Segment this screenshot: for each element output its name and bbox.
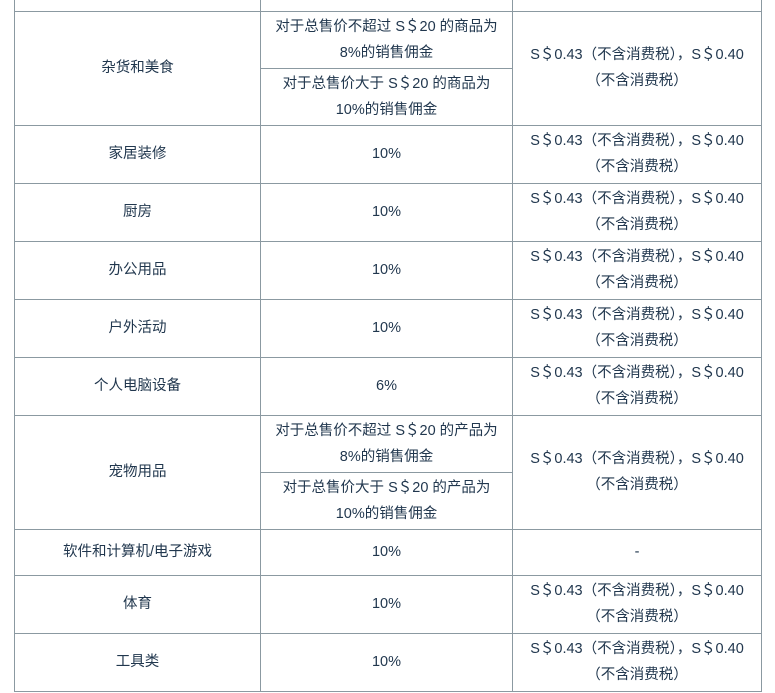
table-row: 体育 10% S＄0.43（不含消费税），S＄0.40 （不含消费税）: [14, 574, 762, 634]
fee-cell: S＄0.43（不含消费税），S＄0.40 （不含消费税）: [512, 356, 762, 416]
category-cell: 宠物用品: [14, 414, 261, 530]
category-cell: 软件和计算机/电子游戏: [14, 528, 261, 576]
category-cell: 户外活动: [14, 298, 261, 358]
fee-cell: S＄0.43（不含消费税），S＄0.40 （不含消费税）: [512, 124, 762, 184]
fee-cell: -: [512, 528, 762, 576]
category-cell: 工具类: [14, 632, 261, 692]
fee-cell: S＄0.43（不含消费税），S＄0.40 （不含消费税）: [512, 240, 762, 300]
commission-tier-cell: 对于总售价不超过 S＄20 的商品为 8%的销售佣金: [260, 10, 513, 69]
commission-cell: [260, 0, 513, 12]
commission-cell: 6%: [260, 356, 513, 416]
table-row-cutoff: [14, 0, 762, 12]
table-row: 杂货和美食 对于总售价不超过 S＄20 的商品为 8%的销售佣金 S＄0.43（…: [14, 10, 762, 126]
referral-fee-table: 杂货和美食 对于总售价不超过 S＄20 的商品为 8%的销售佣金 S＄0.43（…: [14, 0, 762, 692]
category-cell: 办公用品: [14, 240, 261, 300]
commission-cell: 10%: [260, 574, 513, 634]
commission-cell: 10%: [260, 182, 513, 242]
category-cell: 杂货和美食: [14, 10, 261, 126]
category-cell: 个人电脑设备: [14, 356, 261, 416]
fee-cell: S＄0.43（不含消费税），S＄0.40 （不含消费税）: [512, 574, 762, 634]
category-cell: 体育: [14, 574, 261, 634]
fee-cell: S＄0.43（不含消费税），S＄0.40 （不含消费税）: [512, 182, 762, 242]
commission-cell: 10%: [260, 632, 513, 692]
fee-cell: S＄0.43（不含消费税），S＄0.40 （不含消费税）: [512, 10, 762, 126]
category-cell: 家居装修: [14, 124, 261, 184]
category-cell: [14, 0, 261, 12]
table-row: 对于总售价大于 S＄20 的产品为 10%的销售佣金: [15, 471, 762, 530]
table-row: 对于总售价大于 S＄20 的商品为 10%的销售佣金: [15, 67, 762, 126]
table-row: 户外活动 10% S＄0.43（不含消费税），S＄0.40 （不含消费税）: [14, 298, 762, 358]
fee-cell: [512, 0, 762, 12]
category-cell: 厨房: [14, 182, 261, 242]
commission-tier-cell: 对于总售价大于 S＄20 的产品为 10%的销售佣金: [260, 471, 513, 530]
commission-cell: 10%: [260, 124, 513, 184]
commission-cell: 10%: [260, 528, 513, 576]
fee-cell: S＄0.43（不含消费税），S＄0.40 （不含消费税）: [512, 414, 762, 530]
commission-tier-cell: 对于总售价不超过 S＄20 的产品为 8%的销售佣金: [260, 414, 513, 473]
fee-cell: S＄0.43（不含消费税），S＄0.40 （不含消费税）: [512, 298, 762, 358]
fee-cell: S＄0.43（不含消费税），S＄0.40 （不含消费税）: [512, 632, 762, 692]
table-row: 宠物用品 对于总售价不超过 S＄20 的产品为 8%的销售佣金 S＄0.43（不…: [14, 414, 762, 530]
table-row: 软件和计算机/电子游戏 10% -: [14, 528, 762, 576]
commission-cell: 10%: [260, 240, 513, 300]
table-row: 家居装修 10% S＄0.43（不含消费税），S＄0.40 （不含消费税）: [14, 124, 762, 184]
table-row: 个人电脑设备 6% S＄0.43（不含消费税），S＄0.40 （不含消费税）: [14, 356, 762, 416]
table-row: 工具类 10% S＄0.43（不含消费税），S＄0.40 （不含消费税）: [14, 632, 762, 692]
commission-cell: 10%: [260, 298, 513, 358]
commission-tier-cell: 对于总售价大于 S＄20 的商品为 10%的销售佣金: [260, 67, 513, 126]
table-row: 办公用品 10% S＄0.43（不含消费税），S＄0.40 （不含消费税）: [14, 240, 762, 300]
table-row: 厨房 10% S＄0.43（不含消费税），S＄0.40 （不含消费税）: [14, 182, 762, 242]
